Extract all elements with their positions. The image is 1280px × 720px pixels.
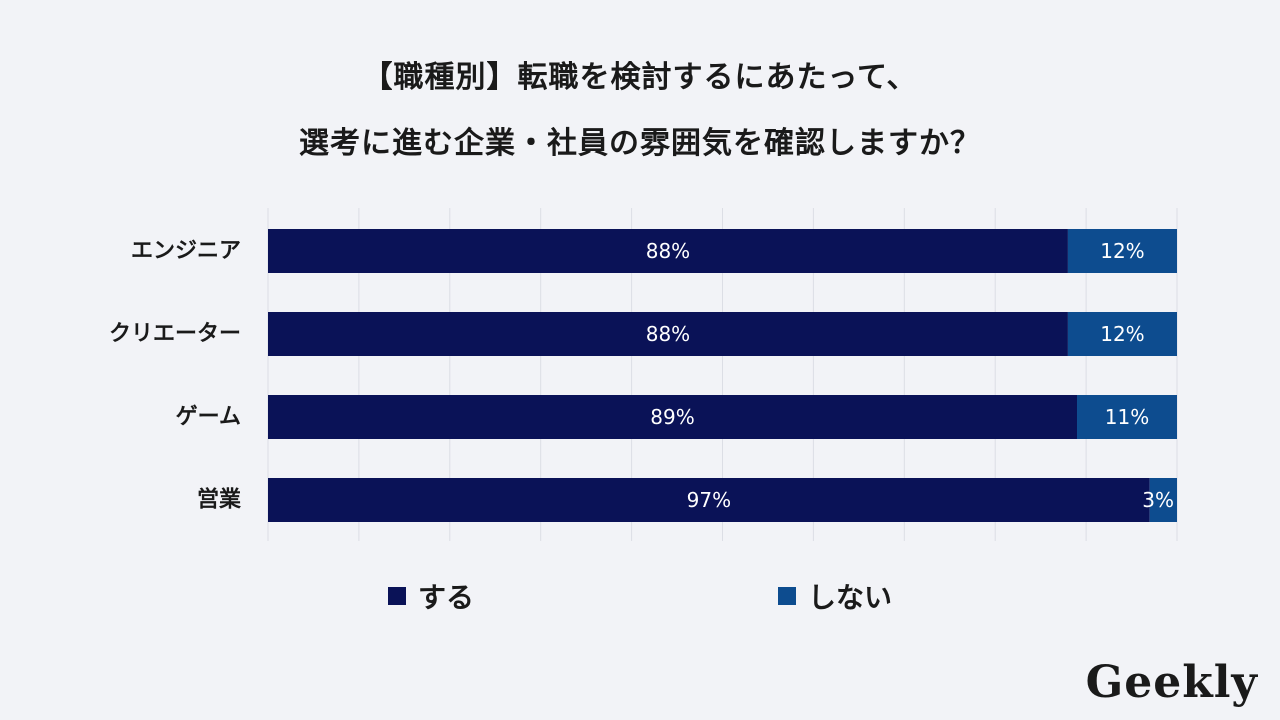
bar-segment-suru	[268, 478, 1150, 522]
category-label: クリエーター	[109, 322, 241, 347]
data-label: 88%	[646, 322, 690, 346]
data-label: 88%	[646, 239, 690, 263]
bar-segment-suru	[268, 229, 1068, 273]
chart-title-line-1: 【職種別】転職を検討するにあたって、	[362, 60, 918, 95]
data-label: 12%	[1100, 239, 1144, 263]
data-label: 12%	[1100, 322, 1144, 346]
legend-item-suru: する	[388, 576, 474, 616]
data-label: 11%	[1105, 405, 1149, 429]
geekly-logo: Geekly	[1085, 657, 1258, 708]
legend-swatch-shinai	[778, 587, 796, 605]
category-label: 営業	[197, 487, 242, 513]
legend-label-suru: する	[418, 581, 475, 614]
bar-segment-shinai	[1067, 229, 1177, 273]
category-label: ゲーム	[176, 405, 241, 430]
legend-swatch-suru	[388, 587, 406, 605]
data-label: 97%	[687, 488, 731, 512]
chart-title-line-2: 選考に進む企業・社員の雰囲気を確認しますか？	[299, 126, 981, 161]
bar-segment-shinai	[1149, 478, 1177, 522]
bar-segment-shinai	[1067, 312, 1177, 356]
legend-label-shinai: しない	[808, 581, 893, 614]
category-label: エンジニア	[131, 239, 241, 264]
legend-item-shinai: しない	[778, 576, 892, 616]
data-label: 89%	[650, 405, 694, 429]
data-label: 3%	[1142, 488, 1174, 512]
bar-segment-suru	[268, 395, 1078, 439]
bar-segment-shinai	[1077, 395, 1177, 439]
bar-segment-suru	[268, 312, 1068, 356]
